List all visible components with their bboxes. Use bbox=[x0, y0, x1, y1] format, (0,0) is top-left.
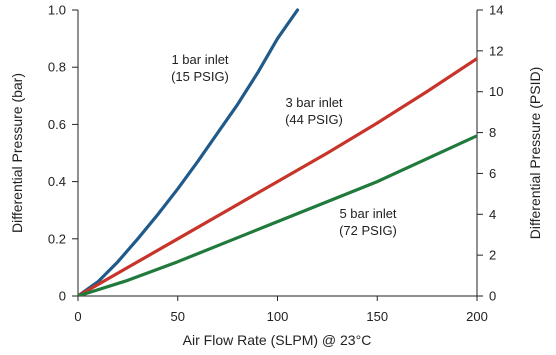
left-y-axis-title: Differential Pressure (bar) bbox=[9, 73, 25, 233]
right-y-tick-label: 0 bbox=[489, 289, 496, 304]
x-axis-title: Air Flow Rate (SLPM) @ 23°C bbox=[183, 332, 372, 348]
right-y-tick-label: 14 bbox=[489, 3, 503, 18]
x-tick-label: 150 bbox=[366, 309, 388, 324]
series-label-line: 3 bar inlet bbox=[285, 95, 342, 110]
right-y-axis: 0 2 4 6 8 10 12 14 bbox=[476, 3, 503, 304]
series-layer bbox=[78, 8, 477, 296]
series-1-bar-label: 1 bar inlet (15 PSIG) bbox=[171, 52, 229, 84]
left-y-tick-label: 0.4 bbox=[48, 174, 66, 189]
series-3-bar-label: 3 bar inlet (44 PSIG) bbox=[285, 95, 343, 127]
series-label-line: (72 PSIG) bbox=[339, 223, 397, 238]
right-y-tick-label: 12 bbox=[489, 43, 503, 58]
series-5-bar-line bbox=[78, 134, 477, 296]
x-tick-label: 0 bbox=[74, 309, 81, 324]
left-y-tick-label: 0.6 bbox=[48, 117, 66, 132]
right-y-tick-label: 10 bbox=[489, 84, 503, 99]
left-y-tick-label: 1.0 bbox=[48, 3, 66, 18]
left-y-tick-label: 0.2 bbox=[48, 231, 66, 246]
right-y-tick-label: 4 bbox=[489, 207, 496, 222]
left-y-tick-label: 0 bbox=[59, 289, 66, 304]
x-tick-label: 200 bbox=[466, 309, 488, 324]
right-y-tick-label: 8 bbox=[489, 125, 496, 140]
series-1-bar-line bbox=[78, 8, 300, 296]
right-y-tick-label: 2 bbox=[489, 248, 496, 263]
x-tick-label: 50 bbox=[171, 309, 185, 324]
series-3-bar-line bbox=[78, 56, 477, 296]
right-y-tick-label: 6 bbox=[489, 166, 496, 181]
left-y-tick-label: 0.8 bbox=[48, 60, 66, 75]
series-label-line: (44 PSIG) bbox=[285, 112, 343, 127]
series-label-line: 1 bar inlet bbox=[171, 52, 228, 67]
right-y-axis-title: Differential Pressure (PSID) bbox=[527, 67, 543, 239]
x-axis: 0 50 100 150 200 bbox=[74, 295, 488, 324]
series-annotations: 1 bar inlet (15 PSIG) 3 bar inlet (44 PSIG)… bbox=[171, 52, 397, 238]
series-5-bar-label: 5 bar inlet (72 PSIG) bbox=[339, 206, 397, 238]
series-label-line: (15 PSIG) bbox=[171, 69, 229, 84]
x-tick-label: 100 bbox=[267, 309, 289, 324]
series-label-line: 5 bar inlet bbox=[339, 206, 396, 221]
left-y-axis: 0 0.2 0.4 0.6 0.8 1.0 bbox=[48, 3, 79, 304]
